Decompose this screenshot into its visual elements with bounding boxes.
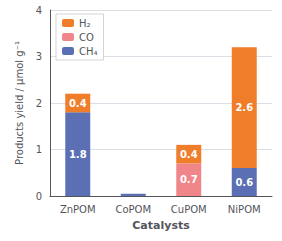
svg-text:0.7: 0.7 <box>180 174 198 185</box>
svg-text:CH₄: CH₄ <box>79 46 98 57</box>
svg-text:NiPOM: NiPOM <box>228 204 261 215</box>
svg-text:Catalysts: Catalysts <box>132 219 190 232</box>
svg-text:CuPOM: CuPOM <box>171 204 207 215</box>
svg-text:CoPOM: CoPOM <box>115 204 151 215</box>
svg-text:2.6: 2.6 <box>235 102 253 113</box>
svg-text:H₂: H₂ <box>79 18 91 29</box>
svg-text:0.4: 0.4 <box>69 98 87 109</box>
svg-text:3: 3 <box>36 51 42 62</box>
svg-text:Products yield / μmol g⁻¹: Products yield / μmol g⁻¹ <box>14 41 25 165</box>
svg-text:4: 4 <box>36 5 42 16</box>
svg-text:0: 0 <box>36 191 42 202</box>
svg-text:0.6: 0.6 <box>235 177 253 188</box>
svg-text:ZnPOM: ZnPOM <box>60 204 96 215</box>
svg-text:1.8: 1.8 <box>69 149 87 160</box>
svg-text:CO: CO <box>79 32 94 43</box>
svg-text:2: 2 <box>36 98 42 109</box>
svg-text:1: 1 <box>36 144 42 155</box>
svg-text:0.4: 0.4 <box>180 149 198 160</box>
